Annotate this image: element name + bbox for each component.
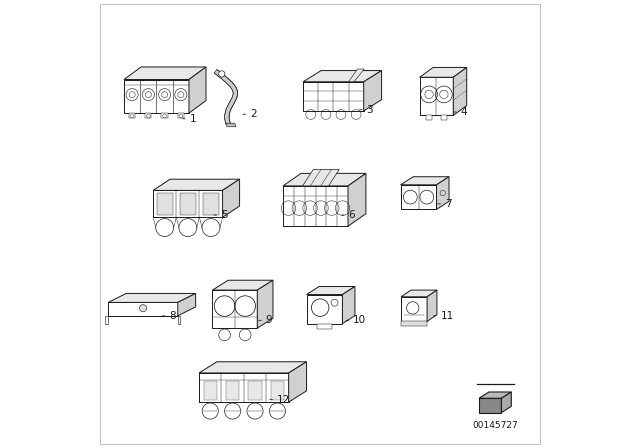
Circle shape bbox=[140, 305, 147, 312]
Polygon shape bbox=[401, 177, 449, 185]
Polygon shape bbox=[307, 295, 342, 323]
Polygon shape bbox=[153, 190, 223, 217]
Polygon shape bbox=[161, 113, 168, 118]
Polygon shape bbox=[108, 302, 178, 316]
Polygon shape bbox=[189, 67, 206, 113]
Polygon shape bbox=[124, 67, 206, 80]
Polygon shape bbox=[401, 185, 436, 209]
Text: 9: 9 bbox=[266, 315, 273, 325]
Text: 7: 7 bbox=[445, 199, 452, 209]
Text: 1: 1 bbox=[189, 114, 196, 124]
Polygon shape bbox=[502, 392, 511, 413]
Polygon shape bbox=[226, 123, 236, 127]
Polygon shape bbox=[364, 70, 381, 111]
Polygon shape bbox=[199, 362, 307, 373]
Polygon shape bbox=[212, 290, 257, 328]
Polygon shape bbox=[420, 67, 467, 77]
Text: 2: 2 bbox=[250, 109, 257, 119]
Polygon shape bbox=[178, 113, 184, 118]
Polygon shape bbox=[348, 173, 366, 226]
Text: 4: 4 bbox=[461, 107, 467, 117]
Text: 3: 3 bbox=[367, 105, 373, 115]
Polygon shape bbox=[479, 398, 502, 413]
Polygon shape bbox=[303, 70, 381, 82]
Polygon shape bbox=[401, 322, 427, 326]
Polygon shape bbox=[441, 115, 447, 120]
Polygon shape bbox=[223, 179, 239, 217]
Polygon shape bbox=[212, 280, 273, 290]
Text: 12: 12 bbox=[277, 395, 291, 405]
Polygon shape bbox=[303, 82, 364, 111]
Text: 5: 5 bbox=[221, 210, 228, 220]
Polygon shape bbox=[401, 297, 427, 322]
Text: 11: 11 bbox=[440, 311, 454, 321]
Polygon shape bbox=[307, 287, 355, 295]
Polygon shape bbox=[145, 113, 152, 118]
Polygon shape bbox=[178, 293, 196, 316]
Polygon shape bbox=[204, 381, 217, 401]
Polygon shape bbox=[124, 80, 189, 113]
Polygon shape bbox=[203, 193, 219, 215]
Text: 10: 10 bbox=[353, 315, 366, 325]
Polygon shape bbox=[180, 193, 196, 215]
Polygon shape bbox=[283, 186, 348, 226]
Polygon shape bbox=[129, 113, 135, 118]
Polygon shape bbox=[153, 179, 239, 190]
Polygon shape bbox=[479, 392, 511, 398]
Polygon shape bbox=[349, 69, 364, 82]
Polygon shape bbox=[436, 177, 449, 209]
Polygon shape bbox=[453, 67, 467, 115]
Polygon shape bbox=[248, 381, 262, 401]
Polygon shape bbox=[283, 173, 366, 186]
Polygon shape bbox=[178, 316, 180, 324]
Polygon shape bbox=[257, 280, 273, 328]
Polygon shape bbox=[303, 169, 339, 186]
Polygon shape bbox=[157, 193, 173, 215]
Circle shape bbox=[219, 71, 225, 77]
Polygon shape bbox=[105, 316, 108, 324]
Text: 6: 6 bbox=[349, 210, 355, 220]
Polygon shape bbox=[108, 293, 196, 302]
Polygon shape bbox=[214, 69, 237, 125]
Polygon shape bbox=[427, 290, 437, 322]
Text: 00145727: 00145727 bbox=[472, 421, 518, 430]
Polygon shape bbox=[226, 381, 239, 401]
Polygon shape bbox=[401, 290, 437, 297]
Polygon shape bbox=[271, 381, 284, 401]
Polygon shape bbox=[342, 287, 355, 323]
Text: 8: 8 bbox=[170, 311, 176, 321]
Polygon shape bbox=[199, 373, 289, 402]
Polygon shape bbox=[317, 323, 332, 329]
Polygon shape bbox=[420, 77, 453, 115]
Polygon shape bbox=[426, 115, 432, 120]
Polygon shape bbox=[289, 362, 307, 402]
